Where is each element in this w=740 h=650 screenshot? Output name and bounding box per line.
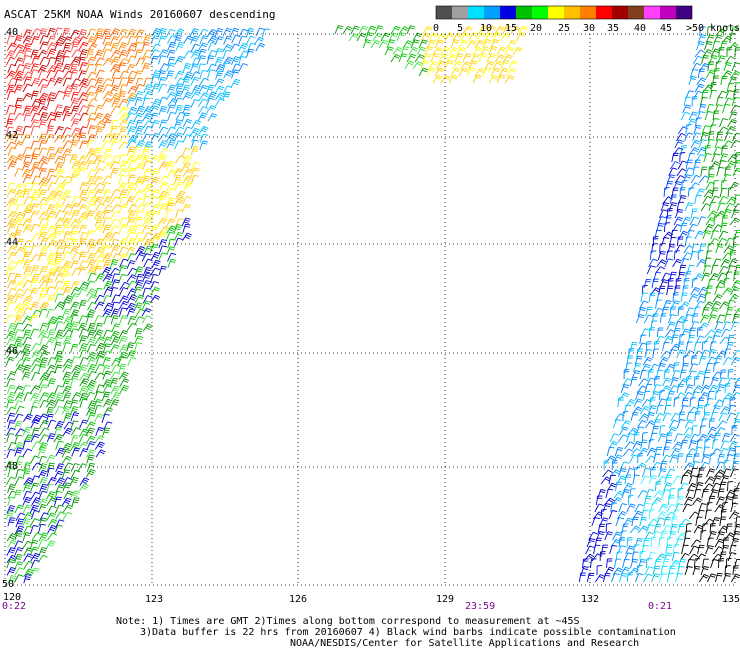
legend-label: >50 knots [686,23,740,34]
legend-swatch [628,6,644,19]
legend-swatch [452,6,468,19]
legend-swatch [484,6,500,19]
lat-label-44: 44 [6,237,19,248]
wind-swaths [5,25,740,584]
legend-swatch [660,6,676,19]
legend-label: 40 [634,23,646,34]
legend-label: 0 [433,23,439,34]
legend-swatch [596,6,612,19]
legend-label: 45 [660,23,672,34]
lat-label-40: 40 [6,27,19,38]
legend-swatch [676,6,692,19]
lat-lon-grid [4,33,736,586]
legend-label: 25 [558,23,570,34]
legend-label: 35 [607,23,619,34]
legend-swatch [644,6,660,19]
time-label-center: 23:59 [465,601,496,612]
wind-speed-legend: 0 5 10 15 20 25 30 35 40 45 >50 knots [433,5,740,34]
legend-swatch [548,6,564,19]
lat-label-46: 46 [6,346,19,357]
lon-label-123: 123 [145,594,164,605]
note-line-3: NOAA/NESDIS/Center for Satellite Applica… [290,638,640,649]
note-line-2: 3)Data buffer is 22 hrs from 20160607 4)… [140,627,676,638]
legend-label: 5 [457,23,463,34]
legend-label: 10 [480,23,492,34]
legend-swatch [564,6,580,19]
lon-label-135: 135 [722,594,740,605]
time-label-left: 0:22 [2,601,27,612]
legend-swatch [612,6,628,19]
note-line-1: Note: 1) Times are GMT 2)Times along bot… [116,616,580,627]
legend-label: 20 [530,23,542,34]
legend-swatch [468,6,484,19]
lon-label-129: 129 [436,594,455,605]
legend-swatch [500,6,516,19]
legend-swatch [516,6,532,19]
lon-label-132: 132 [581,594,600,605]
legend-label: 15 [505,23,517,34]
legend-swatch [436,6,452,19]
lat-label-50: 50 [2,579,15,590]
legend-label: 30 [583,23,595,34]
lat-label-48: 48 [6,461,19,472]
lat-label-42: 42 [6,130,19,141]
lon-label-126: 126 [289,594,308,605]
map-title: ASCAT 25KM NOAA Winds 20160607 descendin… [4,8,276,21]
legend-swatch [532,6,548,19]
lon-label-120: 120 [3,592,22,603]
time-label-right: 0:21 [648,601,673,612]
legend-swatch [580,6,596,19]
